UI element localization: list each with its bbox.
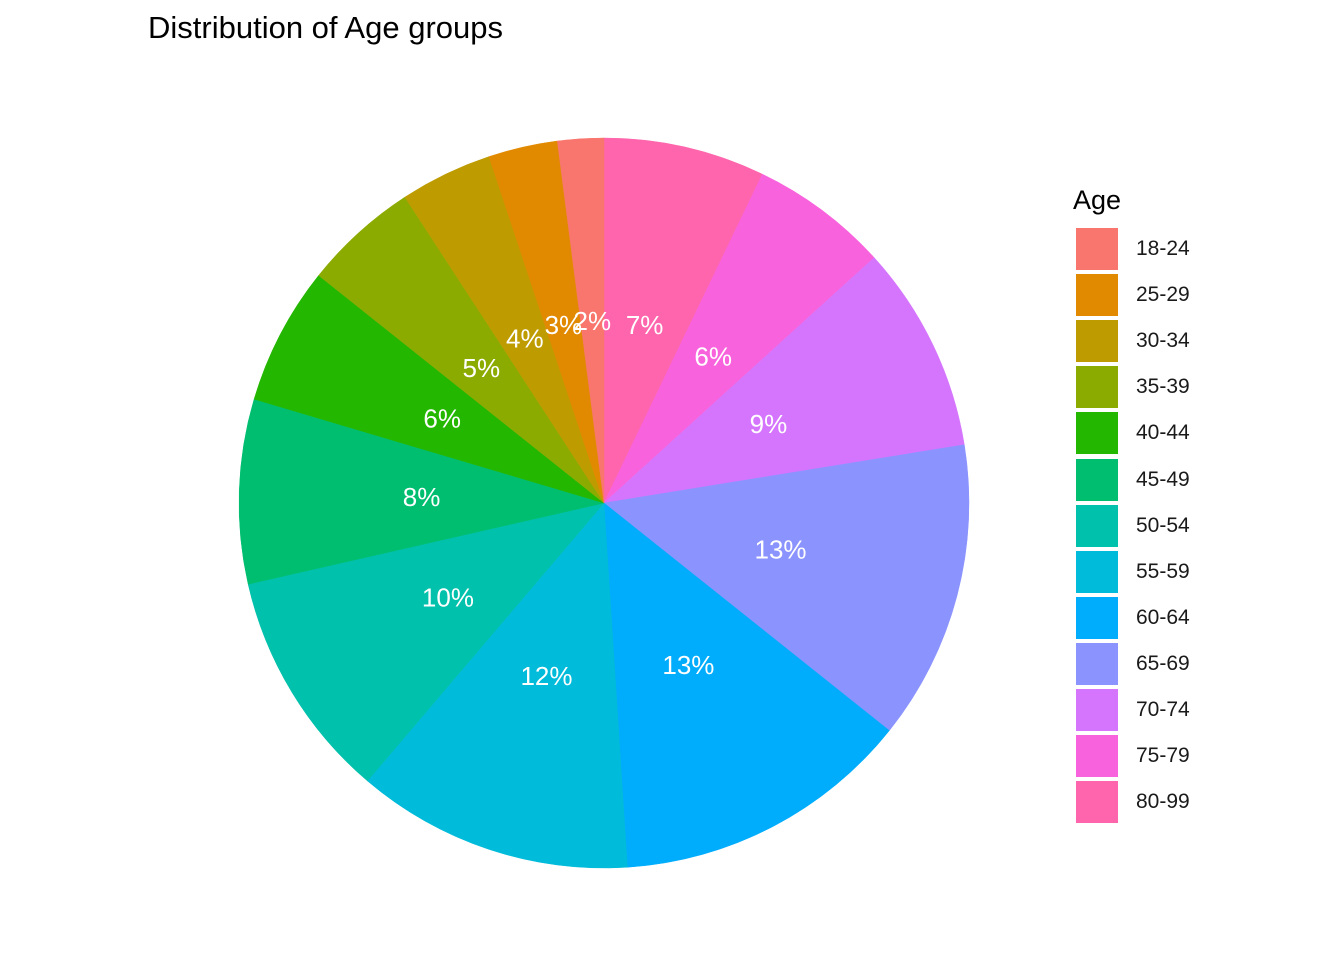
pie-slice-50-54 <box>247 502 605 782</box>
pie-slice-65-69 <box>603 444 970 731</box>
pie-slice-55-59 <box>367 502 628 869</box>
legend-label: 80-99 <box>1136 790 1190 814</box>
legend-label: 45-49 <box>1136 467 1190 491</box>
pie-slice-40-44 <box>253 275 605 504</box>
legend-item-25-29: 25-29 <box>1076 272 1190 318</box>
slice-label-35-39: 5% <box>463 353 501 383</box>
legend-swatch <box>1076 688 1118 731</box>
pie-slice-45-49 <box>238 398 605 585</box>
legend-label: 65-69 <box>1136 651 1190 675</box>
legend-label: 40-44 <box>1136 421 1190 445</box>
legend-label: 30-34 <box>1136 329 1190 353</box>
legend-label: 35-39 <box>1136 375 1190 399</box>
legend-item-65-69: 65-69 <box>1076 641 1190 687</box>
slice-label-55-59: 12% <box>520 661 572 691</box>
legend-swatch <box>1076 274 1118 317</box>
legend-swatch <box>1076 735 1118 778</box>
legend-swatch <box>1076 228 1118 271</box>
legend-label: 60-64 <box>1136 605 1190 629</box>
legend-label: 70-74 <box>1136 697 1190 721</box>
pie-slice-75-79 <box>603 173 875 504</box>
slice-label-30-34: 4% <box>506 324 544 354</box>
slice-label-50-54: 10% <box>422 583 474 613</box>
slice-label-80-99: 7% <box>626 310 664 340</box>
legend-swatch <box>1076 596 1118 639</box>
slice-label-70-74: 9% <box>750 409 788 439</box>
legend-label: 18-24 <box>1136 237 1190 261</box>
pie-slice-80-99 <box>603 137 763 504</box>
legend-swatch <box>1076 320 1118 363</box>
legend-label: 75-79 <box>1136 744 1190 768</box>
slice-label-75-79: 6% <box>694 342 732 372</box>
legend-item-75-79: 75-79 <box>1076 733 1190 779</box>
legend-item-50-54: 50-54 <box>1076 503 1190 549</box>
legend-item-55-59: 55-59 <box>1076 549 1190 595</box>
legend-label: 25-29 <box>1136 283 1190 307</box>
legend-swatch <box>1076 550 1118 593</box>
legend-swatch <box>1076 642 1118 685</box>
pie-slice-70-74 <box>603 257 965 504</box>
legend-swatch <box>1076 504 1118 547</box>
legend-item-60-64: 60-64 <box>1076 595 1190 641</box>
slice-label-40-44: 6% <box>423 404 461 434</box>
slice-label-60-64: 13% <box>662 650 714 680</box>
legend-swatch <box>1076 412 1118 455</box>
pie-slice-60-64 <box>603 502 890 868</box>
legend-item-18-24: 18-24 <box>1076 226 1190 272</box>
legend-item-70-74: 70-74 <box>1076 687 1190 733</box>
slice-label-18-24: 2% <box>574 306 612 336</box>
legend-swatch <box>1076 781 1118 824</box>
legend-item-45-49: 45-49 <box>1076 456 1190 502</box>
legend-label: 50-54 <box>1136 513 1190 537</box>
legend-item-35-39: 35-39 <box>1076 364 1190 410</box>
slice-label-25-29: 3% <box>545 310 583 340</box>
legend-item-80-99: 80-99 <box>1076 779 1190 825</box>
slice-label-65-69: 13% <box>755 534 807 564</box>
legend-title: Age <box>1073 185 1122 215</box>
chart-title: Distribution of Age groups <box>148 10 503 45</box>
slice-label-45-49: 8% <box>403 482 441 512</box>
legend: Age 18-24 25-29 30-34 35-39 40-44 45-49 50-54 5… <box>1073 182 1190 825</box>
legend-item-40-44: 40-44 <box>1076 410 1190 456</box>
pie-slice-18-24 <box>557 137 605 504</box>
legend-item-30-34: 30-34 <box>1076 318 1190 364</box>
legend-label: 55-59 <box>1136 559 1190 583</box>
legend-swatch <box>1076 458 1118 501</box>
legend-swatch <box>1076 366 1118 409</box>
